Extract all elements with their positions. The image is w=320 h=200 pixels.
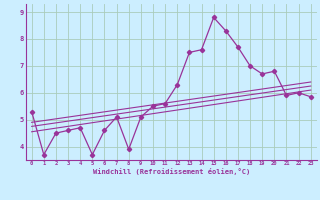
X-axis label: Windchill (Refroidissement éolien,°C): Windchill (Refroidissement éolien,°C) bbox=[92, 168, 250, 175]
